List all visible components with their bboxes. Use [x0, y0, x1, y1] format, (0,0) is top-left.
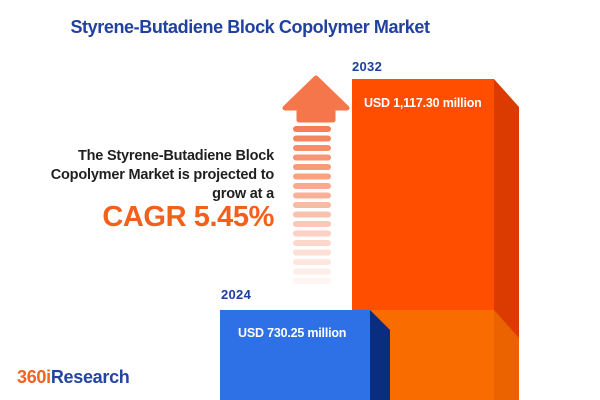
arrow-stripe — [293, 183, 331, 189]
bar-2024 — [220, 310, 390, 400]
bar-2024-year-label: 2024 — [221, 287, 252, 302]
arrow-stripe — [293, 154, 331, 161]
growth-arrow — [282, 75, 350, 284]
page-title: Styrene-Butadiene Block Copolymer Market — [70, 17, 430, 37]
arrow-stripe — [293, 240, 331, 246]
arrow-stripe — [293, 268, 331, 275]
projection-text-line3: grow at a — [212, 186, 274, 202]
arrow-stripe — [293, 259, 331, 265]
brand-logo: 360iResearch — [17, 367, 130, 388]
bar-2024-value-label: USD 730.25 million — [238, 326, 347, 340]
arrow-stripe — [293, 126, 331, 132]
bar-2032-year-label: 2032 — [352, 59, 383, 74]
arrow-stripe — [293, 211, 331, 218]
bar-2032 — [352, 79, 519, 400]
growth-arrow-stripes — [293, 126, 331, 284]
brand-logo-research: Research — [50, 367, 130, 387]
growth-arrow-head-icon — [282, 75, 350, 123]
arrow-stripe — [293, 192, 331, 199]
bar-2032-face-top — [352, 79, 494, 310]
arrow-stripe — [293, 249, 331, 256]
arrow-stripe — [293, 278, 331, 284]
bar-2032-side-bottom — [494, 310, 519, 400]
projection-text-line1: The Styrene-Butadiene Block — [77, 148, 274, 164]
projection-text: The Styrene-Butadiene Block Copolymer Ma… — [51, 147, 274, 204]
arrow-stripe — [293, 202, 331, 208]
bar-2032-value-label: USD 1,117.30 million — [364, 96, 482, 110]
bar-2024-face — [220, 310, 370, 400]
arrow-stripe — [293, 145, 331, 151]
arrow-stripe — [293, 173, 331, 180]
arrow-stripe — [293, 230, 331, 237]
bar-2024-side — [370, 310, 390, 400]
arrow-stripe — [293, 135, 331, 142]
projection-text-line2: Copolymer Market is projected to — [50, 167, 274, 183]
brand-logo-360i: 360i — [17, 367, 51, 387]
arrow-stripe — [293, 164, 331, 170]
cagr-value: CAGR 5.45% — [102, 201, 274, 233]
arrow-stripe — [293, 221, 331, 227]
